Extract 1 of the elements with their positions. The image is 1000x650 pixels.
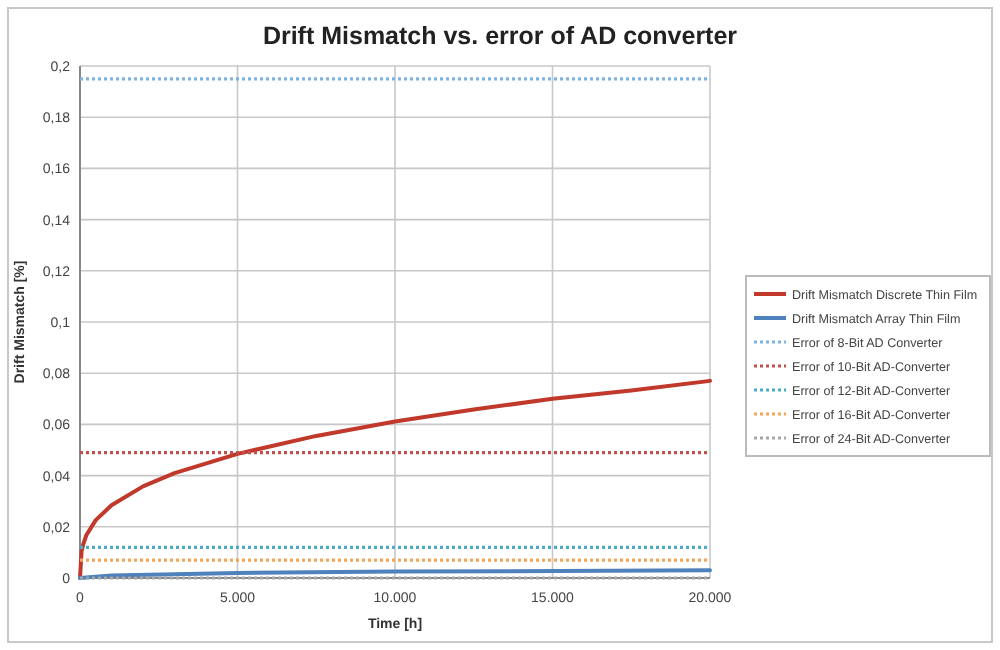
chart-title: Drift Mismatch vs. error of AD converter — [262, 22, 738, 50]
